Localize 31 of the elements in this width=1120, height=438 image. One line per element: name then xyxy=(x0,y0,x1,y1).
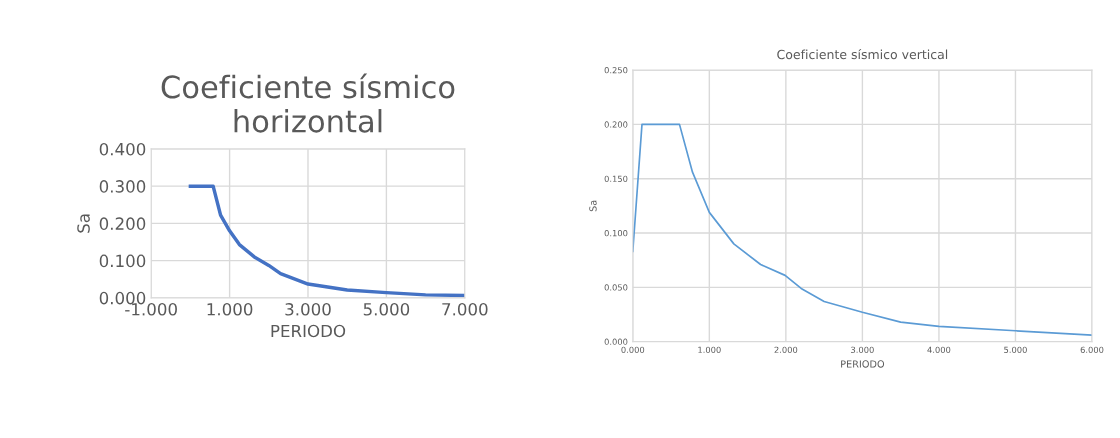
x-axis-title: PERIODO xyxy=(271,324,346,338)
line-series xyxy=(632,123,1092,336)
y-axis-title: Sa xyxy=(589,200,597,212)
y-tick-label: 0.150 xyxy=(604,175,628,182)
x-tick-label: 0.000 xyxy=(621,346,645,353)
y-tick-label: 0.250 xyxy=(604,67,628,74)
y-tick-label: 0.000 xyxy=(604,338,628,345)
y-tick-label: 0.400 xyxy=(99,142,146,156)
x-tick-label: 5.000 xyxy=(1004,346,1027,353)
y-tick-label: 0.050 xyxy=(604,284,628,291)
x-tick-label: -1.000 xyxy=(125,303,177,316)
x-tick-label: 3.000 xyxy=(851,346,874,353)
y-tick-label: 0.100 xyxy=(99,254,146,268)
y-tick-label: 0.200 xyxy=(604,121,628,128)
chart-title: Coeficiente sísmico horizontal xyxy=(161,73,455,133)
x-tick-label: 1.000 xyxy=(698,346,721,353)
x-tick-label: 6.000 xyxy=(1080,346,1104,353)
y-tick-label: 0.000 xyxy=(99,291,146,305)
x-tick-label: 4.000 xyxy=(927,346,951,353)
x-tick-label: 3.000 xyxy=(285,303,331,316)
x-tick-label: 7.000 xyxy=(442,303,488,316)
x-tick-label: 5.000 xyxy=(363,303,410,316)
x-tick-label: 1.000 xyxy=(207,303,253,316)
y-tick-label: 0.200 xyxy=(99,217,146,230)
x-axis-title: PERIODO xyxy=(841,360,885,368)
line-series xyxy=(188,184,465,298)
y-tick-label: 0.100 xyxy=(604,230,628,237)
x-tick-label: 2.000 xyxy=(774,346,798,353)
chart-title: Coeficiente sísmico vertical xyxy=(777,48,948,60)
y-axis-title: Sa xyxy=(77,214,90,233)
y-tick-label: 0.300 xyxy=(99,180,146,193)
